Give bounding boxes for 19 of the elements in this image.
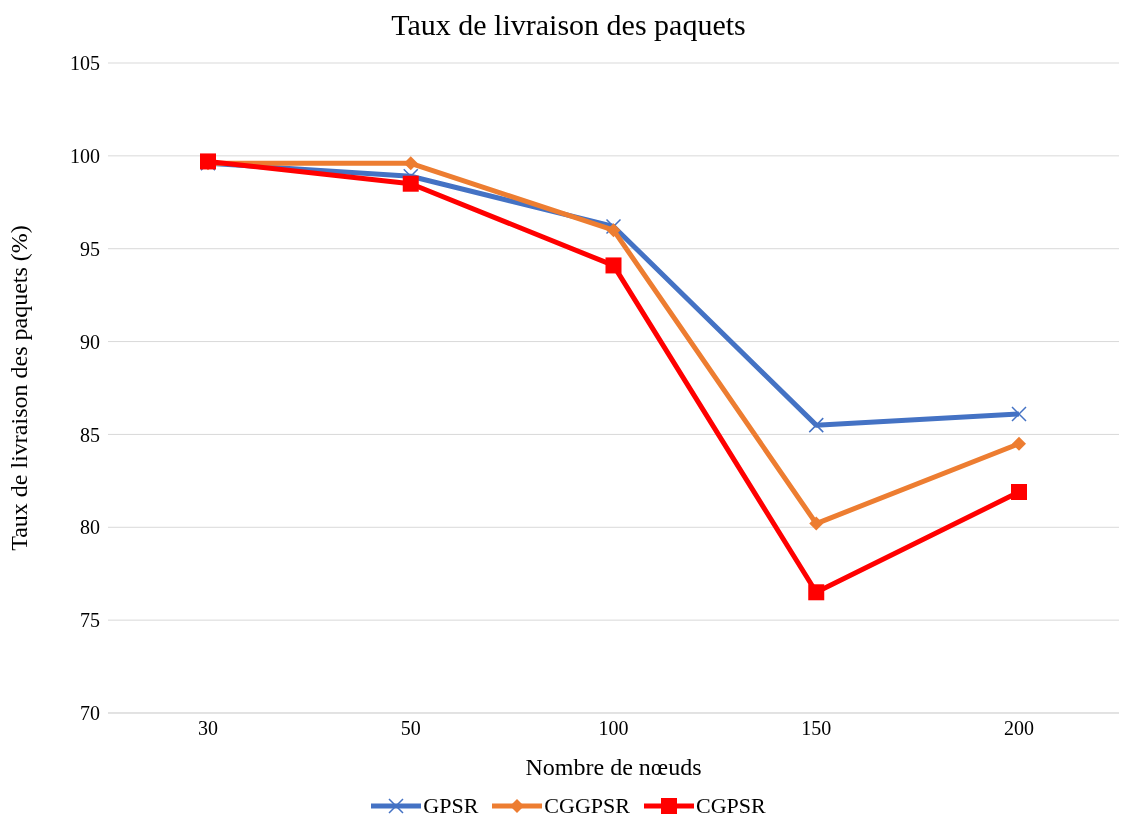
y-tick-label: 100 <box>70 144 100 167</box>
y-tick-label: 80 <box>80 516 100 539</box>
y-tick-label: 85 <box>80 423 100 446</box>
y-tick-label: 95 <box>80 237 100 260</box>
x-tick-label: 200 <box>1004 717 1034 740</box>
x-tick-label: 50 <box>400 717 421 740</box>
y-tick-label: 70 <box>80 702 100 725</box>
legend-label: CGPSR <box>694 793 766 819</box>
y-tick-label: 105 <box>70 52 100 75</box>
x-axis-title: Nombre de nœuds <box>525 754 702 780</box>
legend-label: GPSR <box>422 793 479 819</box>
legend-label: CGGPSR <box>543 793 630 819</box>
y-tick-label: 90 <box>80 330 100 353</box>
chart-title: Taux de livraison des paquets <box>390 8 747 43</box>
x-tick-label: 100 <box>598 717 629 740</box>
y-axis-title: Taux de livraison des paquets (%) <box>5 225 32 551</box>
x-tick-label: 30 <box>198 717 218 740</box>
x-tick-label: 150 <box>801 717 832 740</box>
y-tick-label: 75 <box>80 609 100 632</box>
